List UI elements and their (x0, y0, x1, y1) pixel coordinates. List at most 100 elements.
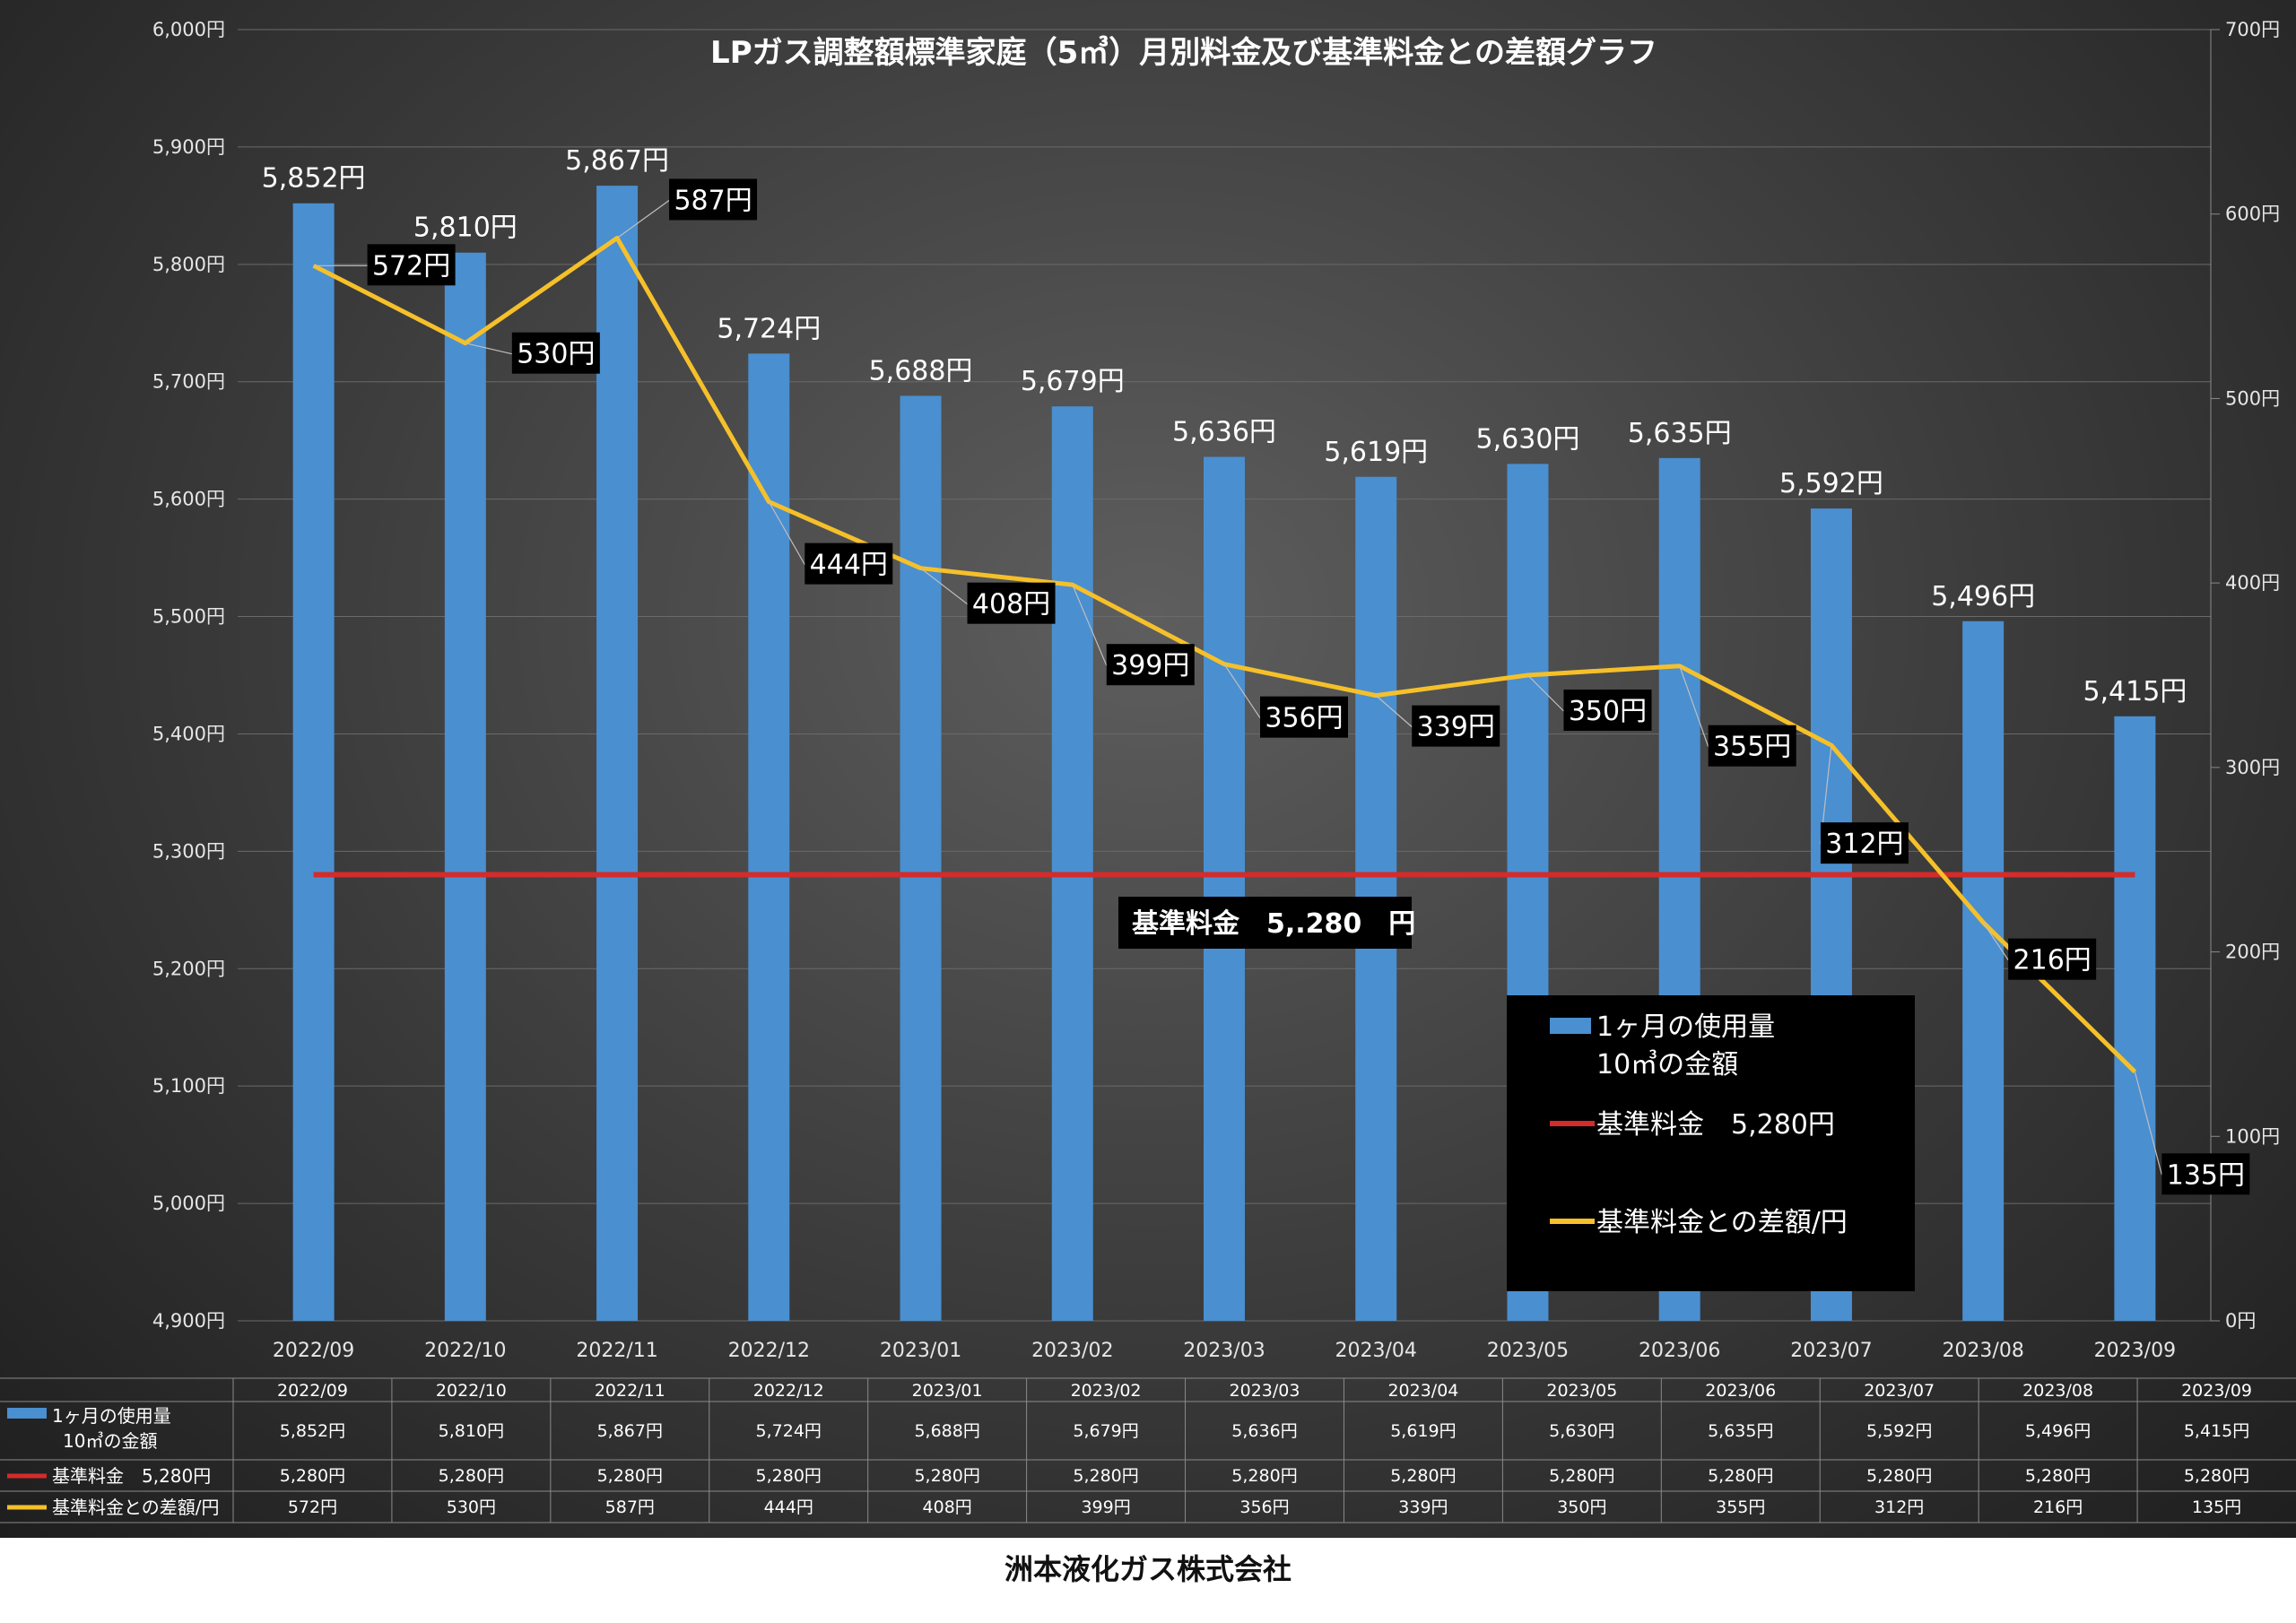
table-header-cell: 2023/05 (1546, 1381, 1617, 1401)
table-row-header: 1ヶ月の使用量 (52, 1405, 171, 1427)
difference-label-box (804, 542, 893, 585)
bar-data-label: 5,810円 (413, 213, 517, 244)
chart-panel: 4,900円 5,000円 5,100円 5,200円 5,300円 5,400円 5,50… (0, 0, 2296, 1538)
y-left-tick-label: 5,100円 (152, 1075, 225, 1097)
difference-data-label: 312円 (1825, 829, 1903, 860)
bar-data-label: 5,852円 (262, 163, 366, 195)
y-left-tick-label: 5,900円 (152, 136, 225, 158)
table-cell: 5,280円 (2184, 1466, 2249, 1486)
y-left-tick-label: 5,300円 (152, 840, 225, 862)
y-left-tick-label: 4,900円 (152, 1310, 225, 1332)
x-tick-label: 2022/12 (728, 1340, 810, 1362)
company-name: 洲本液化ガス株式会社 (1004, 1552, 1292, 1586)
table-cell: 216円 (2033, 1497, 2083, 1517)
table-header-cell: 2022/09 (277, 1381, 348, 1401)
table-cell: 339円 (1398, 1497, 1448, 1517)
y-right-tick-label: 400円 (2225, 572, 2280, 594)
table-cell: 312円 (1874, 1497, 1924, 1517)
table-cell: 5,852円 (280, 1421, 345, 1441)
table-cell: 5,635円 (1708, 1421, 1773, 1441)
difference-label-box (1708, 725, 1796, 767)
y-left-tick-label: 5,600円 (152, 489, 225, 510)
bar-data-label: 5,630円 (1476, 423, 1580, 455)
difference-label-box (669, 178, 758, 221)
difference-data-label: 444円 (810, 550, 888, 581)
table-bar-swatch (7, 1408, 47, 1419)
table-header-cell: 2022/11 (595, 1381, 665, 1401)
leader-line (1527, 674, 1564, 712)
table-header-cell: 2022/12 (753, 1381, 824, 1401)
bar (292, 203, 335, 1321)
y-left-tick-label: 6,000円 (152, 19, 225, 40)
difference-data-label: 356円 (1265, 703, 1343, 734)
table-cell: 356円 (1239, 1497, 1289, 1517)
x-tick-label: 2022/11 (576, 1340, 657, 1362)
table-cell: 5,592円 (1866, 1421, 1932, 1441)
y-left-tick-label: 5,400円 (152, 723, 225, 744)
difference-data-label: 530円 (517, 339, 595, 370)
bar (1051, 406, 1093, 1322)
table-cell: 5,280円 (1708, 1466, 1773, 1486)
table-cell: 5,280円 (280, 1466, 345, 1486)
table-cell: 5,636円 (1231, 1421, 1297, 1441)
bar (2114, 716, 2156, 1321)
difference-data-label: 408円 (972, 589, 1050, 621)
y-left-tick-label: 5,200円 (152, 958, 225, 979)
difference-label-box (511, 332, 600, 374)
table-cell: 408円 (923, 1497, 972, 1517)
difference-label-box (1563, 690, 1652, 731)
difference-label-box (1412, 705, 1500, 747)
table-cell: 5,280円 (1073, 1466, 1138, 1486)
bar (596, 186, 639, 1321)
table-cell: 5,280円 (1390, 1466, 1456, 1486)
x-tick-label: 2023/07 (1790, 1340, 1872, 1362)
y-left-tick-label: 5,500円 (152, 606, 225, 628)
difference-label-box (1260, 696, 1348, 738)
table-header-cell: 2023/09 (2181, 1381, 2252, 1401)
leader-line (920, 568, 968, 605)
bar-data-label: 5,635円 (1628, 418, 1732, 449)
y-right-tick-label: 200円 (2225, 942, 2280, 963)
legend-bar-label-1: 1ヶ月の使用量 (1596, 1011, 1775, 1043)
y-right-tick-label: 700円 (2225, 19, 2280, 40)
bar-data-label: 5,688円 (869, 355, 973, 386)
leader-line (1375, 695, 1413, 728)
difference-data-label: 216円 (2013, 945, 2092, 976)
difference-label-box (367, 244, 456, 286)
y-right-tick-label: 100円 (2225, 1125, 2280, 1147)
table-header-cell: 2022/10 (436, 1381, 507, 1401)
table-cell: 5,280円 (1866, 1466, 1932, 1486)
bar-data-label: 5,415円 (2083, 676, 2187, 707)
table-cell: 530円 (447, 1497, 496, 1517)
table-cell: 5,867円 (597, 1421, 663, 1441)
bar-data-label: 5,867円 (565, 145, 669, 177)
x-tick-label: 2023/04 (1335, 1340, 1417, 1362)
difference-label-box (2008, 938, 2097, 980)
difference-data-label: 355円 (1713, 732, 1791, 763)
table-cell: 135円 (2192, 1497, 2241, 1517)
bar (1204, 456, 1245, 1321)
difference-label-box (2161, 1153, 2250, 1195)
table-row-header: 基準料金との差額/円 (52, 1497, 220, 1518)
table-header-cell: 2023/02 (1071, 1381, 1142, 1401)
bar-data-label: 5,679円 (1021, 366, 1125, 397)
bar (444, 252, 486, 1321)
table-cell: 5,280円 (2025, 1466, 2091, 1486)
table-cell: 5,688円 (914, 1421, 979, 1441)
table-cell: 5,679円 (1073, 1421, 1138, 1441)
table-header-cell: 2023/06 (1705, 1381, 1776, 1401)
x-tick-label: 2023/06 (1639, 1340, 1720, 1362)
bar-data-label: 5,496円 (1931, 581, 2035, 612)
x-tick-label: 2023/01 (880, 1340, 961, 1362)
leader-line (2134, 1072, 2162, 1176)
x-tick-label: 2023/09 (2094, 1340, 2176, 1362)
table-cell: 5,280円 (914, 1466, 979, 1486)
legend-bar-swatch (1550, 1018, 1591, 1034)
y-left-tick-label: 5,700円 (152, 371, 225, 393)
leader-line (768, 501, 805, 565)
bar-data-label: 5,619円 (1324, 437, 1428, 468)
legend-yellow-label: 基準料金との差額/円 (1596, 1207, 1848, 1238)
difference-label-box (1106, 644, 1195, 686)
table-cell: 5,810円 (439, 1421, 504, 1441)
leader-line (1072, 584, 1108, 666)
